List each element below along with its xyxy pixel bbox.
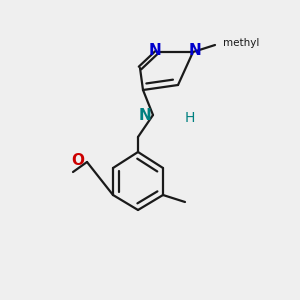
Text: H: H xyxy=(185,111,195,125)
Text: N: N xyxy=(188,43,201,58)
Text: O: O xyxy=(72,153,85,168)
Text: methyl: methyl xyxy=(223,38,259,49)
Text: N: N xyxy=(149,43,162,58)
Text: N: N xyxy=(139,107,152,122)
